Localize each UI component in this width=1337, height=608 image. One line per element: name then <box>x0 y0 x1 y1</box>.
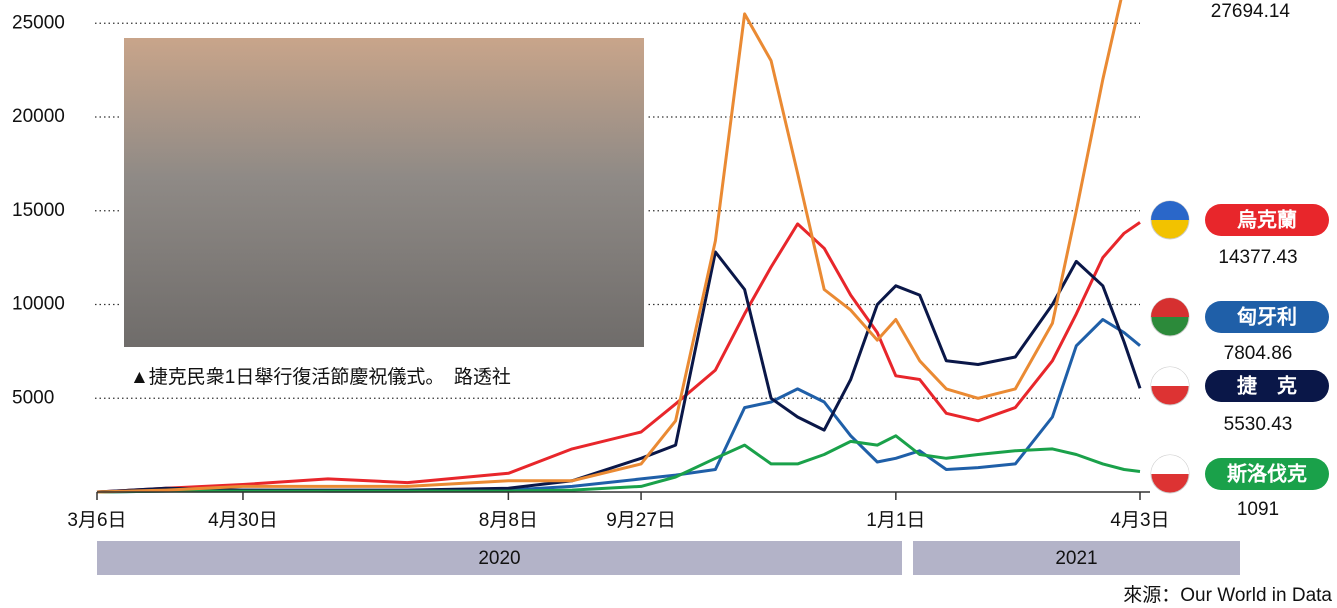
y-tick-label: 10000 <box>12 294 65 315</box>
year-label: 2020 <box>478 548 520 569</box>
legend-label: 斯洛伐克 <box>1227 461 1307 485</box>
legend-label: 捷 克 <box>1237 373 1297 397</box>
y-tick-label: 20000 <box>12 106 65 127</box>
x-tick-label: 1月1日 <box>866 510 925 531</box>
year-label: 2021 <box>1055 548 1097 569</box>
x-tick-label: 4月3日 <box>1110 510 1169 531</box>
end-value-label: 1091 <box>1237 499 1279 520</box>
end-value-label: 5530.43 <box>1224 414 1293 435</box>
x-tick-label: 8月8日 <box>479 510 538 531</box>
y-tick-label: 15000 <box>12 200 65 221</box>
x-tick-label: 4月30日 <box>208 510 278 531</box>
x-tick-label: 9月27日 <box>606 510 676 531</box>
flag-top <box>1151 201 1189 220</box>
flag-top <box>1151 367 1189 386</box>
chart: ▲捷克民衆1日舉行復活節慶祝儀式。 路透社 來源：Our World in Da… <box>0 0 1337 608</box>
legend-label: 匈牙利 <box>1237 304 1297 328</box>
flag-top <box>1151 298 1189 317</box>
photo <box>123 37 645 348</box>
flag-top <box>1151 455 1189 474</box>
photo-caption: ▲捷克民衆1日舉行復活節慶祝儀式。 路透社 <box>130 366 511 388</box>
end-value-label: 27694.14 <box>1211 1 1291 22</box>
x-tick-label: 3月6日 <box>67 510 126 531</box>
legend-label: 烏克蘭 <box>1237 207 1297 231</box>
source: 來源：Our World in Data <box>1123 584 1332 606</box>
y-tick-label: 5000 <box>12 387 54 408</box>
end-value-label: 7804.86 <box>1224 343 1293 364</box>
end-value-label: 14377.43 <box>1218 247 1297 268</box>
y-tick-label: 25000 <box>12 12 65 33</box>
